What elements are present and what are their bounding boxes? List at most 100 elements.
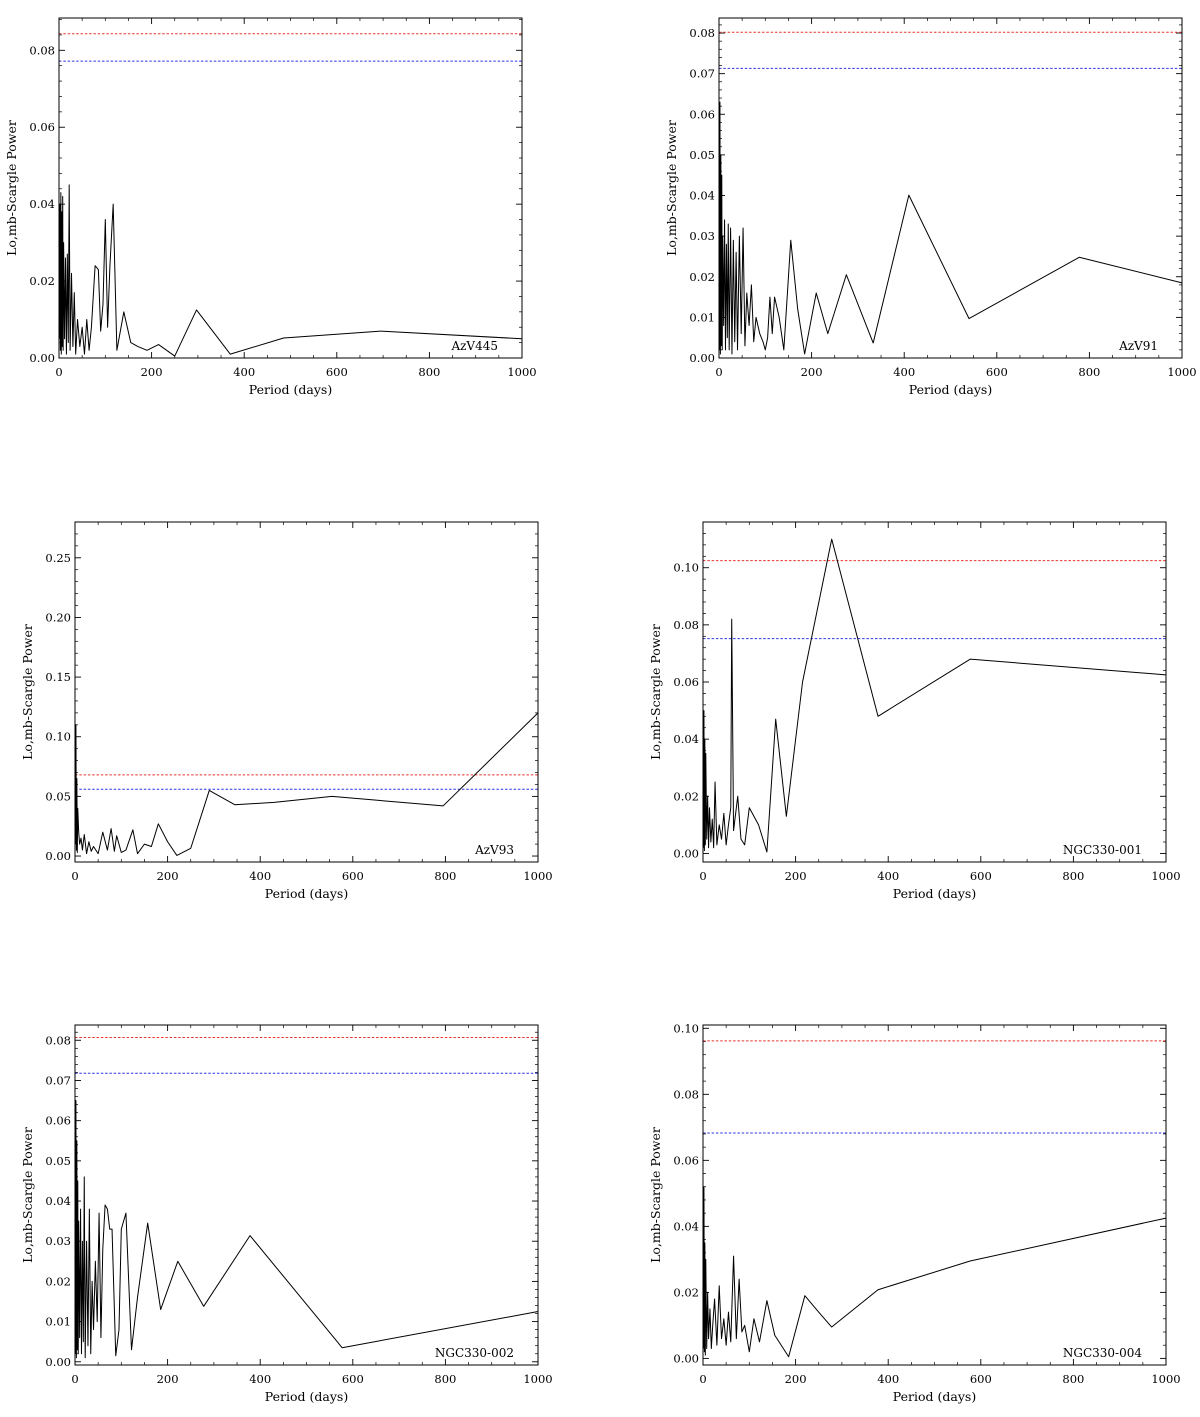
x-tick-label: 0	[71, 869, 78, 883]
y-tick-label: 0.04	[689, 189, 715, 203]
x-tick-label: 400	[233, 365, 255, 379]
y-axis-title: Lo,mb-Scargle Power	[664, 120, 679, 256]
x-tick-label: 200	[785, 869, 807, 883]
y-axis-title: Lo,mb-Scargle Power	[4, 120, 19, 256]
x-tick-label: 200	[157, 869, 179, 883]
y-tick-label: 0.03	[45, 1234, 71, 1248]
x-tick-label: 0	[55, 365, 62, 379]
x-tick-label: 0	[699, 1372, 706, 1386]
x-tick-label: 1000	[1151, 869, 1180, 883]
panel-azv91: 0 200 400 600 800 1000 0.00 0.01 0.02 0.03 0.04 0.0…	[664, 17, 1197, 397]
y-axis-title: Lo,mb-Scargle Power	[20, 624, 35, 760]
panel-label: NGC330-001	[1063, 843, 1142, 857]
y-tick-label: 0.08	[673, 618, 699, 632]
y-tick-label: 0.04	[45, 1194, 71, 1208]
x-tick-label: 0	[699, 869, 706, 883]
y-tick-label: 0.04	[673, 732, 699, 746]
y-tick-label: 0.05	[45, 1154, 71, 1168]
periodogram-line	[74, 712, 539, 856]
plot-frame	[702, 1024, 1167, 1366]
x-axis-title: Period (days)	[909, 382, 992, 397]
x-tick-label: 400	[877, 1372, 899, 1386]
y-tick-label: 0.08	[689, 26, 715, 40]
y-tick-label: 0.00	[45, 849, 71, 863]
x-axis-title: Period (days)	[893, 1389, 976, 1404]
x-tick-label: 600	[970, 1372, 992, 1386]
y-tick-label: 0.25	[45, 551, 71, 565]
y-tick-label: 0.06	[689, 107, 715, 121]
panel-label: AzV91	[1118, 339, 1158, 353]
x-tick-label: 800	[434, 869, 456, 883]
plot-frame	[74, 1024, 539, 1366]
x-tick-label: 1000	[1151, 1372, 1180, 1386]
x-tick-label: 800	[1062, 869, 1084, 883]
x-tick-label: 1000	[1167, 365, 1196, 379]
x-tick-label: 800	[418, 365, 440, 379]
y-tick-label: 0.01	[45, 1315, 71, 1329]
panel-label: AzV93	[474, 843, 514, 857]
y-axis-title: Lo,mb-Scargle Power	[20, 1127, 35, 1263]
x-tick-label: 400	[877, 869, 899, 883]
y-tick-label: 0.00	[45, 1355, 71, 1369]
x-axis-title: Period (days)	[249, 382, 332, 397]
y-tick-label: 0.07	[45, 1073, 71, 1087]
x-tick-label: 200	[141, 365, 163, 379]
y-tick-label: 0.06	[673, 675, 699, 689]
panel-azv93: 0 200 400 600 800 1000 0.00 0.05 0.10 0.15 0.20 0.2…	[20, 521, 553, 901]
x-tick-label: 1000	[523, 1372, 552, 1386]
x-tick-label: 200	[157, 1372, 179, 1386]
y-tick-label: 0.05	[45, 789, 71, 803]
x-tick-label: 1000	[523, 869, 552, 883]
y-tick-label: 0.06	[45, 1114, 71, 1128]
x-tick-label: 0	[715, 365, 722, 379]
x-tick-label: 0	[71, 1372, 78, 1386]
y-tick-label: 0.02	[673, 1285, 699, 1299]
plot-frame	[58, 17, 523, 359]
plot-frame	[74, 521, 539, 863]
y-axis-title: Lo,mb-Scargle Power	[648, 624, 663, 760]
y-tick-label: 0.03	[689, 229, 715, 243]
periodogram-line	[702, 538, 1167, 853]
periodogram-line	[58, 184, 523, 357]
y-tick-label: 0.08	[673, 1087, 699, 1101]
y-tick-label: 0.10	[673, 561, 699, 575]
y-tick-label: 0.15	[45, 670, 71, 684]
panel-label: NGC330-002	[435, 1346, 514, 1360]
panel-ngc330-002: 0 200 400 600 800 1000 0.00 0.01 0.02 0.03 0.04 0.0…	[20, 1024, 553, 1404]
x-axis-title: Period (days)	[265, 1389, 348, 1404]
x-tick-label: 600	[342, 1372, 364, 1386]
panel-ngc330-004: 0 200 400 600 800 1000 0.00 0.02 0.04 0.06 0.08 0.1…	[648, 1021, 1181, 1404]
x-tick-label: 400	[249, 869, 271, 883]
y-tick-label: 0.02	[673, 789, 699, 803]
y-tick-label: 0.05	[689, 148, 715, 162]
x-tick-label: 800	[1078, 365, 1100, 379]
panel-azv445: 0 200 400 600 800 1000 0.00 0.02 0.04 0.06 0.08 AzV…	[4, 17, 537, 397]
x-tick-label: 800	[1062, 1372, 1084, 1386]
y-tick-label: 0.04	[29, 197, 55, 211]
periodogram-line	[702, 1186, 1167, 1358]
y-tick-label: 0.01	[689, 310, 715, 324]
x-tick-label: 400	[893, 365, 915, 379]
x-tick-label: 600	[326, 365, 348, 379]
y-axis-title: Lo,mb-Scargle Power	[648, 1127, 663, 1263]
x-tick-label: 200	[801, 365, 823, 379]
x-tick-label: 800	[434, 1372, 456, 1386]
y-tick-label: 0.06	[29, 120, 55, 134]
x-tick-label: 1000	[507, 365, 536, 379]
x-tick-label: 400	[249, 1372, 271, 1386]
y-tick-label: 0.10	[45, 730, 71, 744]
x-tick-label: 600	[342, 869, 364, 883]
plot-frame	[718, 17, 1183, 359]
y-tick-label: 0.10	[673, 1021, 699, 1035]
y-tick-label: 0.04	[673, 1219, 699, 1233]
y-tick-label: 0.07	[689, 67, 715, 81]
panel-label: AzV445	[450, 339, 498, 353]
x-tick-label: 600	[970, 869, 992, 883]
periodogram-line	[74, 1100, 539, 1359]
periodogram-line	[718, 101, 1183, 355]
y-tick-label: 0.00	[689, 351, 715, 365]
y-tick-label: 0.00	[673, 846, 699, 860]
x-axis-title: Period (days)	[893, 886, 976, 901]
x-axis-title: Period (days)	[265, 886, 348, 901]
